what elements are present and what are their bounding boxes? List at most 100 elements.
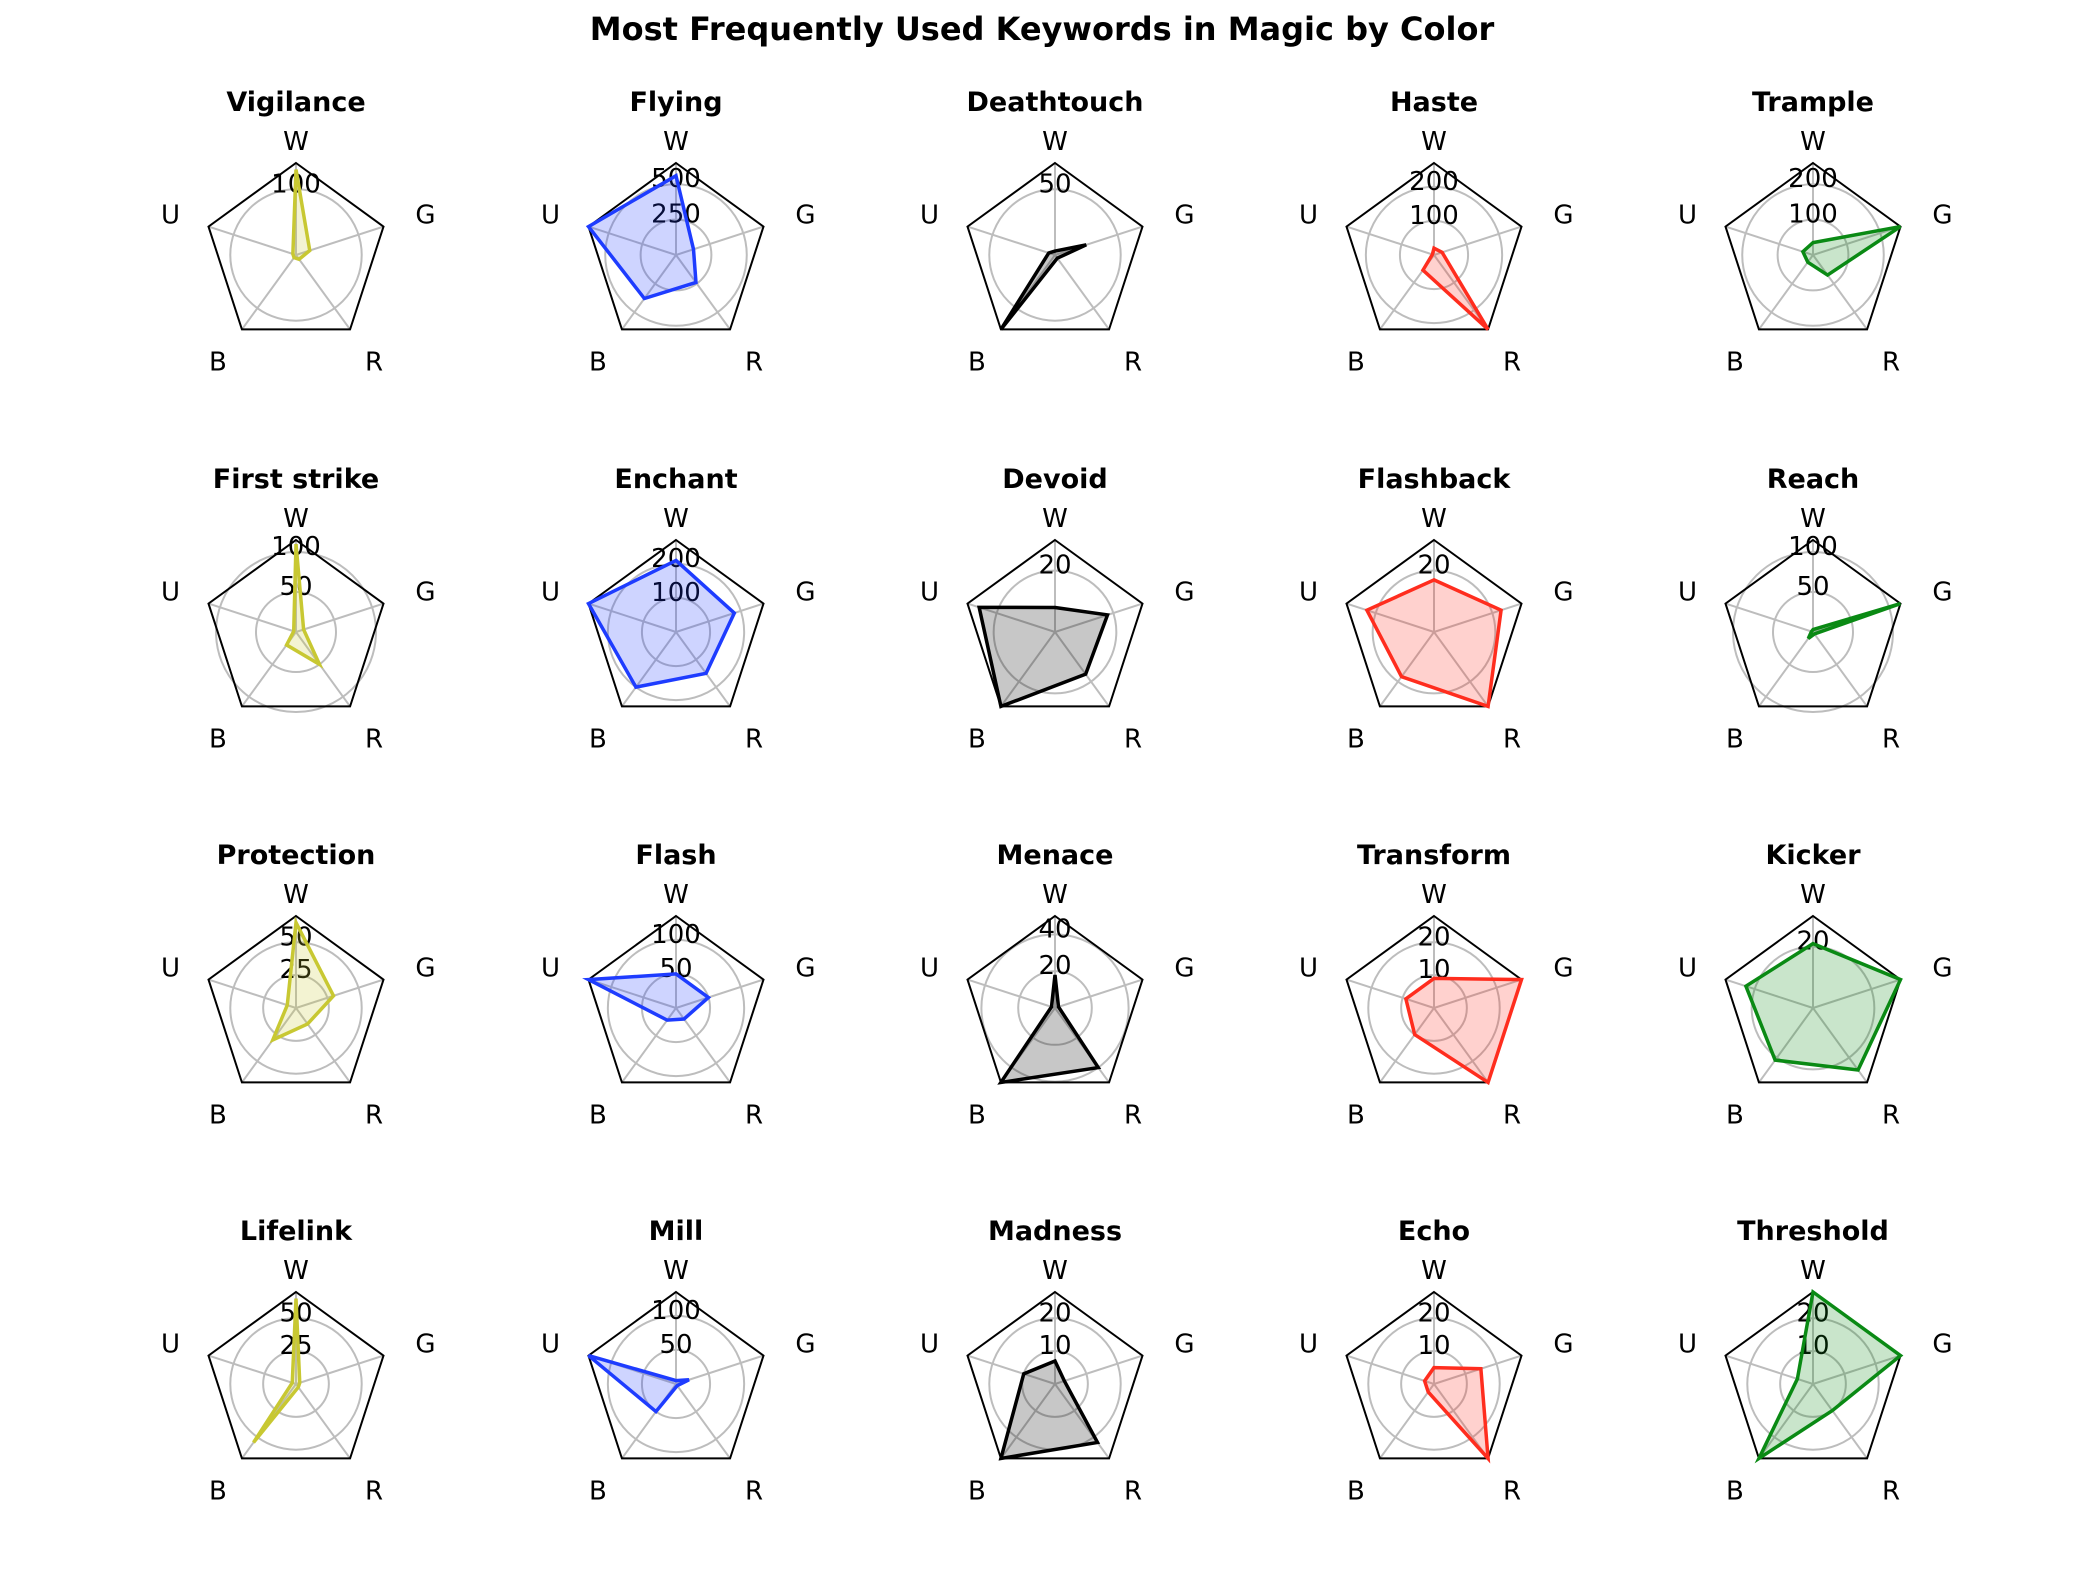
data-polygon-haste	[1420, 245, 1490, 331]
axis-label-b: B	[1347, 1476, 1365, 1506]
axis-label-r: R	[1882, 1100, 1900, 1130]
axis-label-g: G	[795, 201, 815, 231]
subplot-title: Mill	[649, 1216, 704, 1247]
tick-label: 200	[1409, 167, 1459, 197]
data-polygon-first-strike	[284, 543, 324, 669]
axis-label-w: W	[1042, 127, 1068, 157]
axis-label-g: G	[415, 954, 435, 984]
data-polygon-trample	[1800, 224, 1902, 278]
grid-spoke	[1812, 1383, 1868, 1460]
grid-spoke	[295, 1007, 351, 1084]
axis-label-r: R	[365, 1476, 383, 1506]
grid-spoke	[1000, 1383, 1056, 1460]
radar-frame	[587, 161, 765, 331]
axis-label-r: R	[1124, 347, 1142, 377]
grid-spoke	[1812, 631, 1868, 708]
radar-frame	[1345, 1290, 1523, 1460]
grid-spoke	[675, 254, 731, 331]
axis-label-r: R	[745, 724, 763, 754]
tick-label: 200	[1788, 164, 1838, 194]
axis-label-r: R	[745, 1100, 763, 1130]
grid-spoke	[1379, 631, 1435, 708]
axis-label-w: W	[663, 127, 689, 157]
axis-label-u: U	[920, 954, 939, 984]
axis-label-b: B	[209, 1476, 227, 1506]
grid-spoke	[1725, 978, 1814, 1009]
tick-label: 100	[1788, 532, 1838, 562]
subplot-title: Madness	[988, 1216, 1122, 1247]
radar-frame	[966, 1290, 1144, 1460]
grid-spoke	[1433, 631, 1489, 708]
axis-label-w: W	[663, 880, 689, 910]
tick-label: 20	[1417, 1298, 1450, 1328]
data-polygon-vigilance	[291, 169, 312, 262]
data-polygon-transform	[1403, 976, 1524, 1086]
axis-label-u: U	[161, 954, 180, 984]
grid-spoke	[295, 978, 384, 1009]
chart-title: Most Frequently Used Keywords in Magic b…	[589, 10, 1495, 48]
axis-label-g: G	[1932, 201, 1952, 231]
subplot-title: Flashback	[1358, 464, 1512, 495]
grid-spoke	[1758, 1383, 1814, 1460]
axis-label-u: U	[1299, 1330, 1318, 1360]
radar-frame	[1724, 914, 1902, 1084]
tick-label: 10	[1417, 1331, 1450, 1361]
axis-label-u: U	[1678, 1330, 1697, 1360]
axis-label-g: G	[795, 1330, 815, 1360]
axis-label-u: U	[1678, 578, 1697, 608]
axis-label-r: R	[1124, 1476, 1142, 1506]
radar-frame	[966, 914, 1144, 1084]
grid-spoke	[675, 225, 764, 256]
data-polygon-flashback	[1364, 577, 1503, 709]
grid-spoke	[1054, 631, 1110, 708]
axis-label-w: W	[1042, 880, 1068, 910]
axis-label-r: R	[1124, 724, 1142, 754]
subplot-title: Enchant	[614, 464, 737, 495]
subplot-title: Kicker	[1765, 840, 1861, 871]
subplot-title: Haste	[1390, 87, 1478, 118]
axis-label-b: B	[1347, 1100, 1365, 1130]
radar-frame	[1724, 161, 1902, 331]
axis-label-u: U	[541, 1330, 560, 1360]
grid-spoke	[1054, 254, 1110, 331]
tick-label: 25	[279, 955, 312, 985]
axis-label-w: W	[283, 504, 309, 534]
axis-label-b: B	[589, 1100, 607, 1130]
grid-spoke	[967, 1354, 1056, 1385]
axis-label-g: G	[1932, 578, 1952, 608]
axis-label-u: U	[920, 1330, 939, 1360]
axis-label-r: R	[365, 724, 383, 754]
axis-label-w: W	[283, 1256, 309, 1286]
grid-spoke	[1725, 602, 1814, 633]
subplot-title: Flash	[635, 840, 716, 871]
radar-frame	[587, 914, 765, 1084]
axis-label-w: W	[1421, 127, 1447, 157]
grid-spoke	[1346, 225, 1435, 256]
axis-label-b: B	[209, 724, 227, 754]
axis-label-b: B	[968, 1100, 986, 1130]
data-polygon-echo	[1422, 1365, 1491, 1464]
grid-spoke	[208, 1354, 297, 1385]
axis-label-w: W	[1800, 1256, 1826, 1286]
grid-spoke	[208, 602, 297, 633]
grid-spoke	[1758, 631, 1814, 708]
grid-spoke	[1000, 631, 1056, 708]
subplot-title: Threshold	[1737, 1216, 1889, 1247]
axis-label-r: R	[1882, 1476, 1900, 1506]
axis-label-g: G	[1553, 578, 1573, 608]
axis-label-u: U	[920, 578, 939, 608]
axis-label-g: G	[415, 1330, 435, 1360]
grid-spoke	[1433, 978, 1522, 1009]
axis-label-b: B	[968, 347, 986, 377]
grid-spoke	[295, 1354, 384, 1385]
axis-label-b: B	[209, 347, 227, 377]
data-polygon-threshold	[1754, 1288, 1904, 1464]
subplot-title: Echo	[1398, 1216, 1470, 1247]
data-polygon-enchant	[586, 558, 737, 690]
axis-label-b: B	[589, 1476, 607, 1506]
axis-label-b: B	[1726, 1100, 1744, 1130]
grid-spoke	[1725, 225, 1814, 256]
subplot-title: Deathtouch	[967, 87, 1144, 118]
subplot-title: Reach	[1767, 464, 1860, 495]
